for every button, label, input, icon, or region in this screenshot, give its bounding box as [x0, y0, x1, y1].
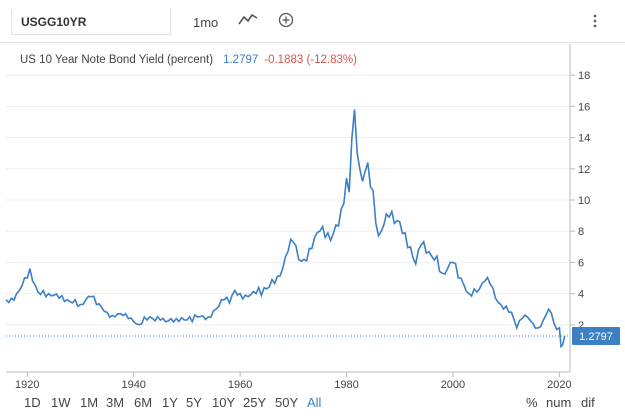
range-button-1w[interactable]: 1W — [51, 395, 71, 410]
range-button-3m[interactable]: 3M — [106, 395, 125, 410]
y-tick-label: 18 — [578, 70, 590, 82]
last-value-badge: 1.2797 — [572, 327, 620, 346]
x-tick-label: 2000 — [441, 379, 465, 390]
mode-button-dif[interactable]: dif — [581, 395, 595, 410]
range-button-1y[interactable]: 1Y — [162, 395, 178, 410]
y-tick-label: 2 — [578, 320, 584, 332]
line-chart-icon[interactable] — [238, 12, 258, 31]
x-tick-label: 1940 — [121, 379, 145, 390]
x-tick-label: 1920 — [15, 379, 39, 390]
range-selector: 1D 1W 1M 3M 6M 1Y 5Y 10Y 25Y 50Y All% num dif — [0, 391, 625, 415]
x-axis-ticks: 1920 1940 1960 1980 2000 2020 — [15, 372, 572, 390]
y-tick-label: 4 — [578, 289, 584, 301]
symbol-input[interactable]: USGG10YR — [11, 9, 171, 35]
x-tick-label: 2020 — [547, 379, 571, 390]
x-tick-label: 1980 — [334, 379, 358, 390]
y-tick-label: 16 — [578, 101, 590, 113]
range-button-5y[interactable]: 5Y — [186, 395, 202, 410]
legend-value: 1.2797 — [223, 54, 259, 66]
y-tick-label: 8 — [578, 226, 584, 238]
chart-legend: US 10 Year Note Bond Yield (percent) 1.27… — [20, 54, 357, 66]
y-tick-label: 12 — [578, 164, 590, 176]
last-value-badge-bg — [572, 327, 620, 346]
chart-toolbar: USGG10YR 1mo — [0, 0, 625, 43]
range-button-1m[interactable]: 1M — [80, 395, 99, 410]
range-button-10y[interactable]: 10Y — [212, 395, 236, 410]
vertical-dots-icon[interactable] — [592, 14, 598, 35]
gridlines — [6, 74, 570, 326]
y-tick-label: 6 — [578, 257, 584, 269]
range-button-50y[interactable]: 50Y — [275, 395, 299, 410]
y-tick-label: 10 — [578, 195, 590, 207]
series-line — [5, 109, 566, 349]
interval-selector[interactable]: 1mo — [193, 15, 219, 30]
mode-button-percent[interactable]: % — [526, 395, 538, 410]
y-tick-label: 14 — [578, 133, 590, 145]
range-button-6m[interactable]: 6M — [134, 395, 153, 410]
y-axis-ticks: 2 4 6 8 10 12 14 16 18 — [570, 70, 590, 332]
range-button-25y[interactable]: 25Y — [243, 395, 267, 410]
range-button-all[interactable]: All — [307, 395, 322, 410]
legend-change: -0.1883 (-12.83%) — [264, 54, 357, 66]
range-button-1d[interactable]: 1D — [24, 395, 41, 410]
plus-circle-icon[interactable] — [278, 12, 294, 33]
last-value-label: 1.2797 — [579, 331, 613, 343]
mode-button-num[interactable]: num — [546, 395, 572, 410]
legend-title: US 10 Year Note Bond Yield (percent) — [20, 54, 214, 66]
x-tick-label: 1960 — [228, 379, 252, 390]
